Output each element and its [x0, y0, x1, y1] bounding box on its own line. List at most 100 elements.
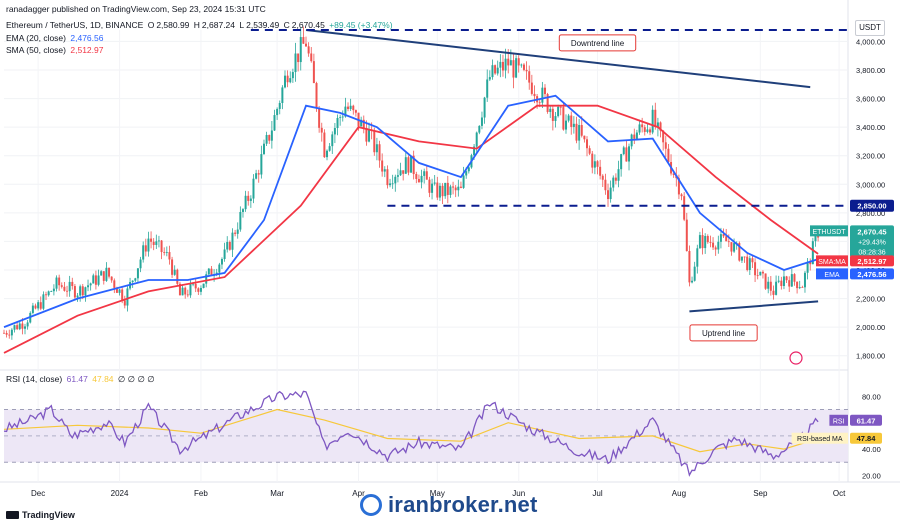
ohlc-close-key: C — [283, 20, 290, 30]
candle-body — [391, 183, 394, 185]
candle-body — [756, 275, 759, 277]
candle-body — [772, 290, 775, 295]
candle-body — [533, 93, 536, 97]
ohlc-change: +89.45 (+3.47%) — [329, 20, 393, 30]
candle-body — [171, 259, 174, 275]
candle-body — [360, 119, 363, 127]
published-line: ranadagger published on TradingView.com,… — [6, 4, 268, 14]
price-tick-label: 3,600.00 — [856, 95, 885, 104]
candle-body — [654, 109, 657, 128]
candle-body — [656, 122, 659, 128]
candle-body — [247, 195, 250, 201]
candle-body — [73, 286, 76, 298]
candle-body — [520, 64, 523, 66]
candle-body — [528, 71, 531, 83]
rsi-legend-value: 61.47 — [66, 374, 88, 384]
candle-body — [18, 323, 21, 330]
candle-body — [530, 82, 533, 94]
candle-body — [407, 157, 410, 173]
sma-legend-label: SMA (50, close) — [6, 45, 66, 55]
candle-body — [780, 280, 783, 286]
candle-body — [504, 58, 507, 71]
candle-body — [339, 117, 342, 119]
candle-body — [588, 148, 591, 154]
candle-body — [307, 46, 310, 54]
currency-button[interactable]: USDT — [855, 20, 885, 36]
sma-name-text: SMA:MA — [818, 259, 846, 266]
rsi-extra-values: ∅ ∅ ∅ ∅ — [117, 374, 155, 384]
sma-legend[interactable]: SMA (50, close) 2,512.97 — [6, 45, 105, 55]
candle-body — [740, 256, 743, 261]
candle-body — [305, 43, 308, 47]
candle-body — [50, 291, 53, 292]
uptrend-line — [689, 300, 819, 313]
candle-body — [433, 182, 436, 184]
candle-body — [404, 157, 407, 174]
time-tick-label: May — [430, 489, 445, 498]
time-tick-label: Jul — [592, 489, 602, 498]
candle-body — [546, 94, 549, 112]
candle-body — [454, 187, 457, 191]
candle-body — [205, 274, 208, 284]
candle-body — [767, 281, 770, 289]
candle-body — [496, 67, 499, 74]
candle-body — [509, 60, 512, 66]
candle-body — [368, 129, 371, 142]
candle-body — [782, 276, 785, 286]
candle-body — [58, 277, 61, 286]
candle-body — [704, 236, 707, 249]
ema-value-tag — [850, 268, 894, 280]
candle-body — [126, 288, 129, 306]
candle-body — [620, 154, 623, 170]
candle-body — [63, 286, 66, 291]
candle-body — [467, 167, 470, 172]
candle-body — [746, 256, 749, 270]
symbol-name-tag — [810, 225, 848, 237]
candle-body — [586, 139, 589, 149]
candle-body — [231, 232, 234, 250]
price-tick-label: 3,400.00 — [856, 123, 885, 132]
candle-body — [512, 60, 515, 78]
candle-body — [625, 147, 628, 162]
candle-body — [462, 175, 465, 188]
ema-legend[interactable]: EMA (20, close) 2,476.56 — [6, 33, 105, 43]
time-tick-label: Dec — [31, 489, 45, 498]
candle-body — [714, 247, 717, 250]
candle-body — [580, 125, 583, 136]
candle-body — [220, 259, 223, 265]
candle-body — [165, 252, 168, 253]
tradingview-brand[interactable]: TradingView — [6, 510, 75, 520]
candle-body — [417, 178, 420, 183]
candle-body — [3, 332, 5, 334]
candle-body — [796, 281, 799, 289]
candle-body — [635, 132, 638, 139]
candle-body — [354, 110, 357, 113]
candle-body — [323, 132, 326, 158]
candle-body — [236, 229, 239, 234]
candle-body — [491, 65, 494, 78]
price-tick-label: 2,200.00 — [856, 295, 885, 304]
candle-body — [157, 240, 160, 242]
rsi-tick-label: 20.00 — [862, 471, 881, 480]
sma-name-tag — [816, 255, 848, 267]
candle-body — [719, 234, 722, 242]
candle-body — [775, 281, 778, 295]
candle-body — [811, 241, 814, 265]
candle-body — [16, 325, 19, 330]
candle-body — [572, 123, 575, 127]
rsi-tick-label: 40.00 — [862, 445, 881, 454]
candle-body — [273, 115, 276, 131]
candle-body — [431, 183, 434, 193]
candle-body — [37, 302, 40, 309]
candle-body — [160, 240, 163, 253]
candle-body — [583, 135, 586, 140]
candle-body — [475, 132, 478, 147]
candle-body — [228, 241, 231, 250]
rsi-legend[interactable]: RSI (14, close) 61.47 47.84 ∅ ∅ ∅ ∅ — [6, 374, 157, 385]
candle-body — [399, 170, 402, 176]
price-tick-label: 2,000.00 — [856, 323, 885, 332]
candle-body — [276, 108, 279, 116]
candle-body — [494, 65, 497, 74]
